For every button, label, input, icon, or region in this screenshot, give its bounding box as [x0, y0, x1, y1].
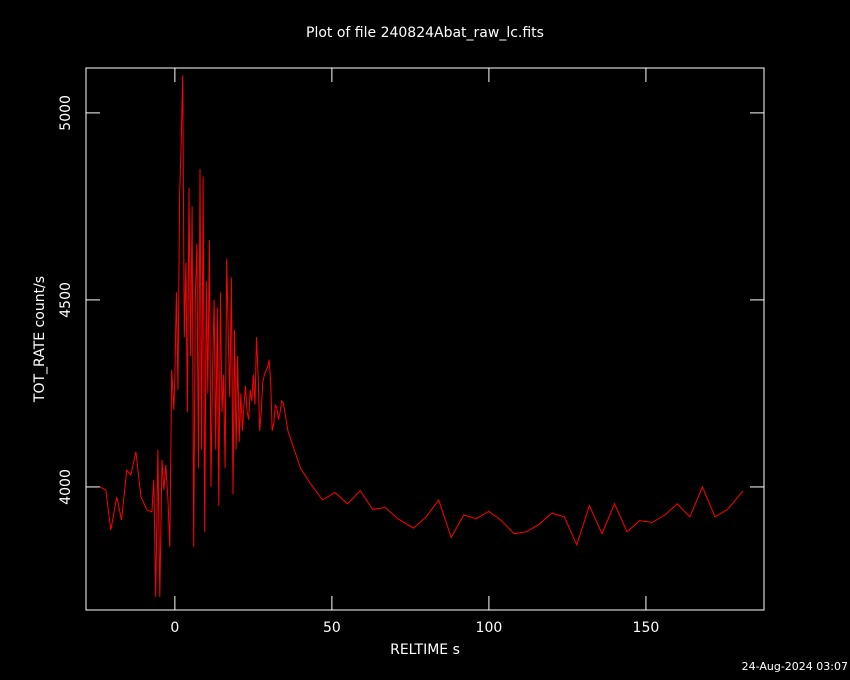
x-tick-label: 0 [170, 620, 179, 636]
plot-frame [85, 67, 765, 611]
y-axis-label: TOT_RATE count/s [32, 276, 48, 403]
y-tick-label: 4000 [58, 469, 74, 505]
timestamp: 24-Aug-2024 03:07 [742, 660, 848, 673]
y-tick-label: 4500 [58, 282, 74, 318]
x-tick-label: 50 [323, 620, 341, 636]
x-axis-label: RELTIME s [390, 642, 460, 658]
x-tick-label: 150 [633, 620, 660, 636]
chart-title: Plot of file 240824Abat_raw_lc.fits [306, 25, 544, 41]
y-tick-label: 5000 [58, 95, 74, 131]
light-curve [99, 75, 744, 597]
x-tick-label: 100 [476, 620, 503, 636]
